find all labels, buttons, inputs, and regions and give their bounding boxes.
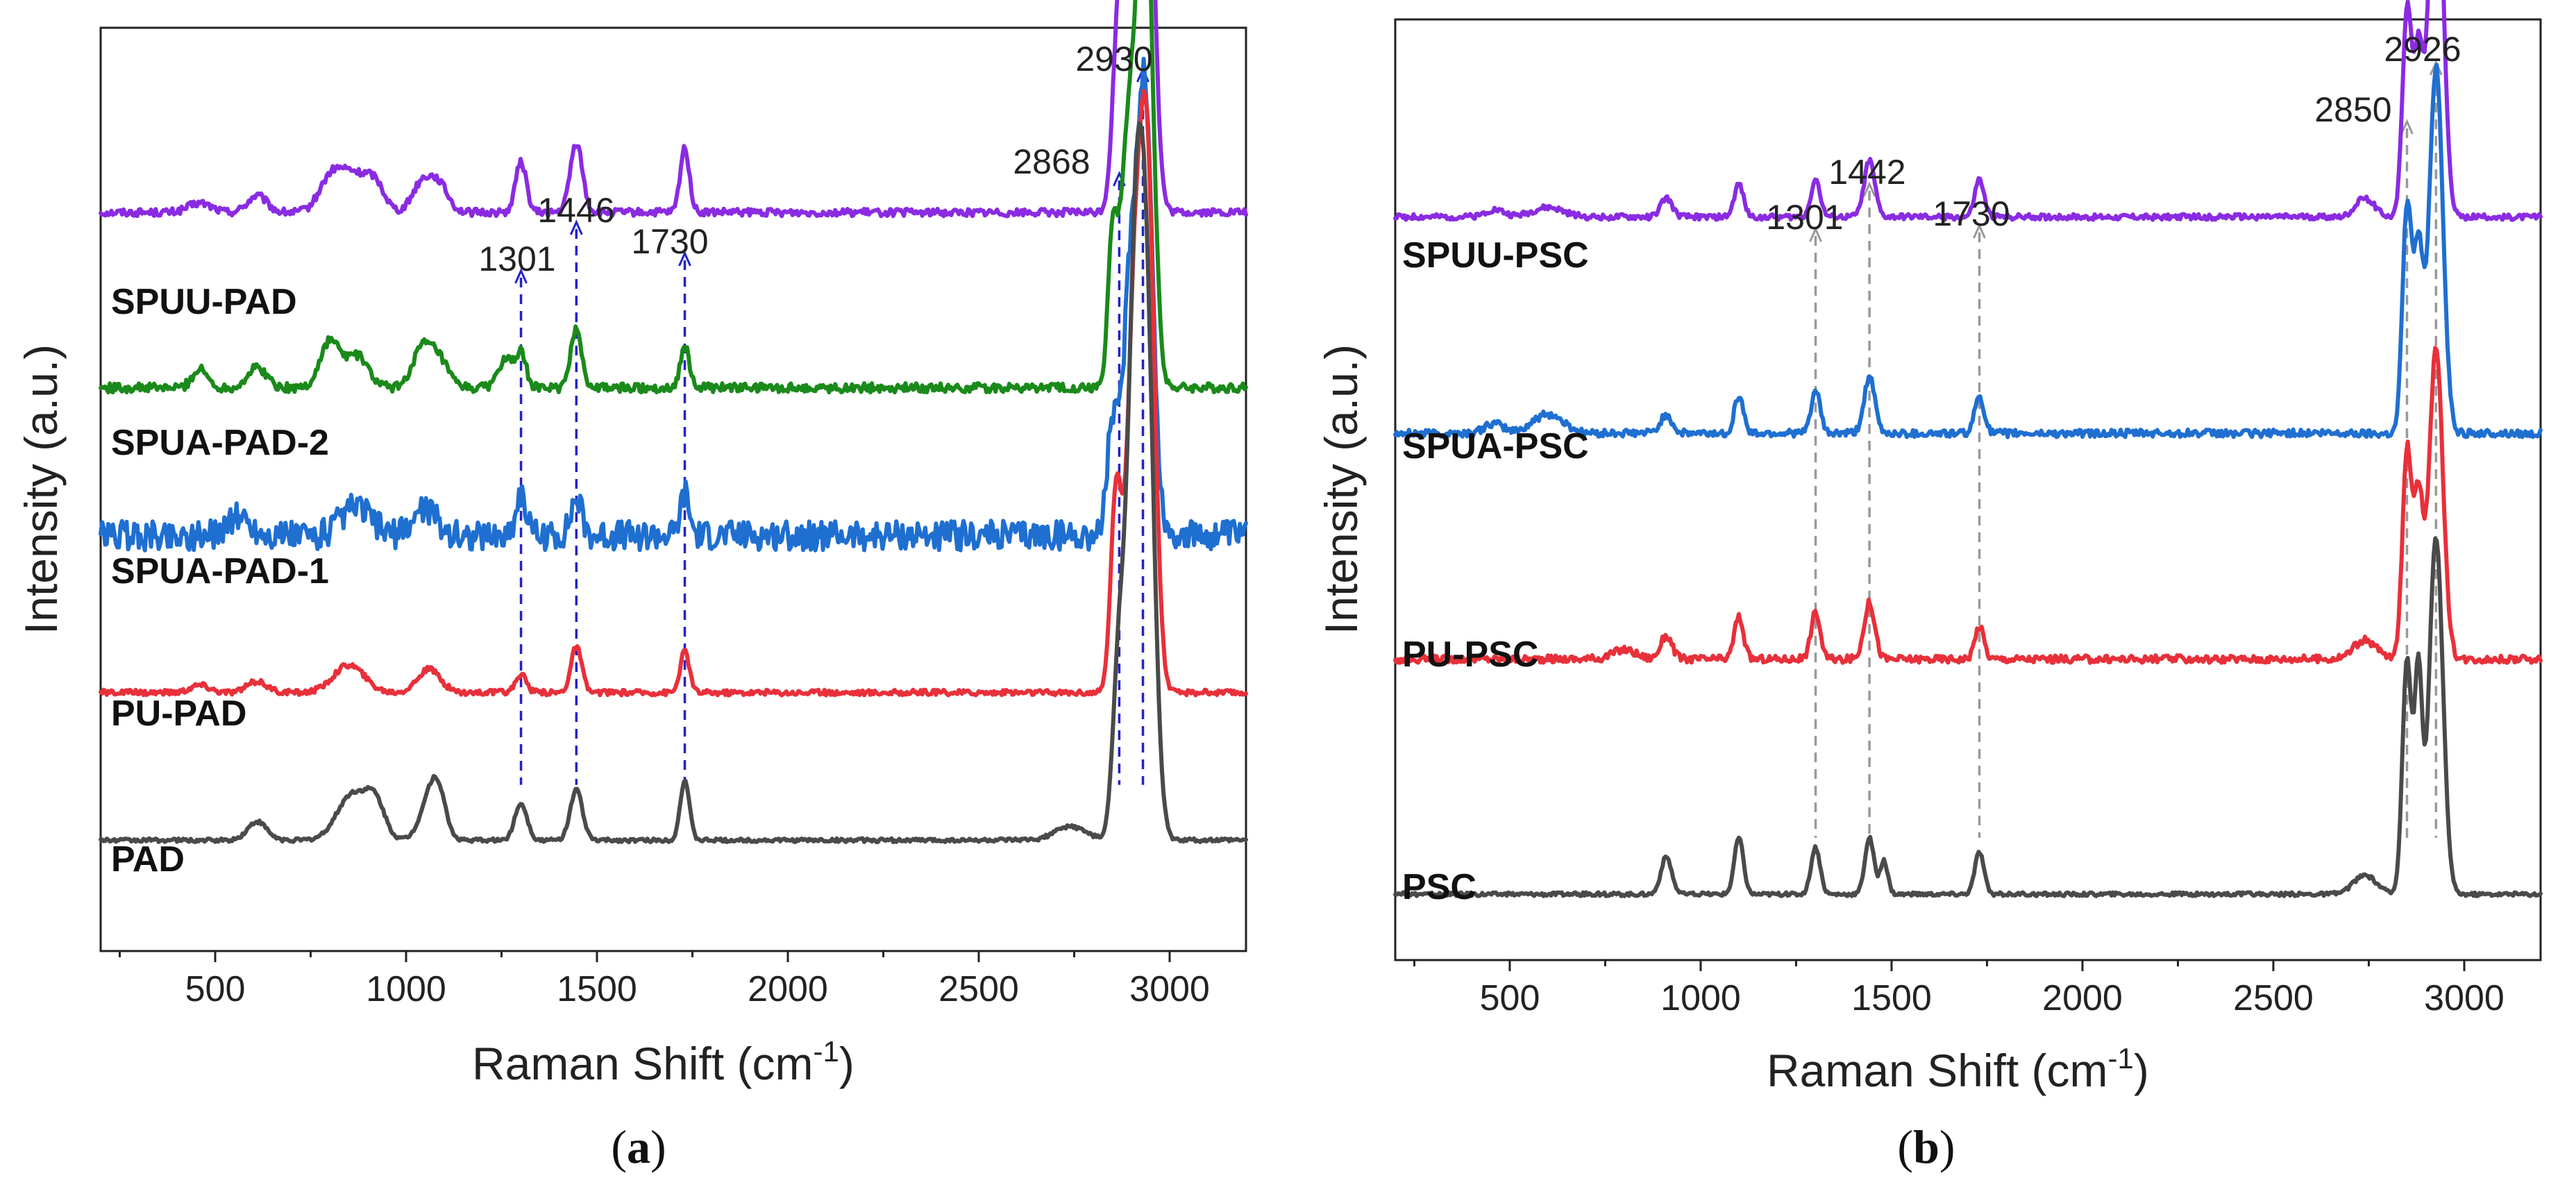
traces-b (1393, 0, 2543, 898)
peak-caret-1730-b (1973, 223, 1986, 239)
x-axis-label-a-main: Raman Shift (cm (472, 1038, 813, 1089)
series-label-spua-pad-2: SPUA-PAD-2 (111, 423, 329, 463)
panel-b: 500 1000 1500 2000 2500 3000 SPUU-PSC SPUA-PS… (1315, 0, 2543, 1173)
series-trace-spuu-psc (1393, 0, 2543, 222)
series-trace-pu-psc (1393, 346, 2543, 665)
peak-label-2930-a: 2930 (1075, 40, 1152, 78)
x-tick-label-500-a: 500 (185, 969, 246, 1009)
series-trace-spua-pad-1 (99, 56, 1248, 553)
series-trace-pad (99, 121, 1248, 845)
series-label-psc: PSC (1402, 867, 1476, 907)
x-axis-label-b-main: Raman Shift (cm (1767, 1045, 2107, 1096)
x-axis-label-a-sup: -1 (813, 1035, 839, 1068)
peak-label-2850-b: 2850 (2314, 90, 2391, 129)
x-tick-label-500-b: 500 (1480, 978, 1540, 1018)
x-ticks-b: 500 1000 1500 2000 2500 3000 (1413, 960, 2505, 1018)
x-tick-label-1000-b: 1000 (1660, 978, 1741, 1018)
series-trace-spua-pad-2 (99, 0, 1248, 395)
peak-label-1442-b: 1442 (1828, 153, 1905, 192)
peak-caret-1301-b (1809, 226, 1822, 242)
x-tick-label-3000-b: 3000 (2424, 978, 2505, 1018)
series-label-pu-psc: PU-PSC (1402, 634, 1538, 675)
x-tick-label-1000-a: 1000 (366, 969, 446, 1009)
x-axis-label-a: Raman Shift (cm-1) (472, 1035, 855, 1089)
x-tick-label-3000-a: 3000 (1129, 969, 1210, 1009)
panel-label-a: (a) (611, 1120, 666, 1173)
peak-label-1730-a: 1730 (631, 222, 708, 261)
traces-a (99, 0, 1248, 845)
panel-letter-a: a (627, 1120, 650, 1173)
x-ticks-a: 500 1000 1500 2000 2500 3000 (119, 951, 1210, 1009)
peak-caret-2850-b (2400, 119, 2414, 135)
x-axis-label-a-close: ) (839, 1038, 855, 1089)
series-labels-b: SPUU-PSC SPUA-PSC PU-PSC PSC (1402, 235, 1589, 907)
x-tick-label-2000-a: 2000 (748, 969, 828, 1009)
x-axis-label-b-sup: -1 (2107, 1042, 2133, 1075)
x-axis-label-b: Raman Shift (cm-1) (1767, 1042, 2149, 1096)
x-axis-label-b-close: ) (2134, 1045, 2149, 1096)
series-trace-psc (1393, 536, 2543, 898)
panel-label-b: (b) (1897, 1120, 1955, 1173)
peak-label-1446-a: 1446 (537, 191, 614, 230)
series-label-spuu-pad: SPUU-PAD (111, 282, 297, 322)
series-label-spua-psc: SPUA-PSC (1402, 426, 1589, 466)
x-tick-label-2500-b: 2500 (2233, 978, 2314, 1018)
panel-letter-b: b (1913, 1120, 1939, 1173)
series-label-spuu-psc: SPUU-PSC (1402, 235, 1589, 276)
peak-caret-2926-b (2429, 60, 2443, 76)
y-axis-label-a: Intensity (a.u.) (15, 344, 67, 634)
peak-label-1730-b: 1730 (1933, 194, 2010, 233)
series-trace-pu-pad (99, 89, 1248, 698)
x-tick-label-1500-b: 1500 (1851, 978, 1932, 1018)
series-label-pad: PAD (111, 839, 185, 880)
panel-a: 500 1000 1500 2000 2500 3000 SPUU-PAD SPUA-PA… (15, 0, 1248, 1173)
plot-frame-a (99, 26, 1247, 952)
peak-annotations-a: 1301 1446 1730 2868 2930 (478, 40, 1152, 278)
peak-annotations-b: 1301 1442 1730 2850 2926 (1766, 30, 2461, 237)
x-tick-label-2000-b: 2000 (2042, 978, 2123, 1018)
x-tick-label-2500-a: 2500 (938, 969, 1019, 1009)
peak-caret-1730-a (678, 251, 691, 267)
series-trace-spuu-pad (99, 0, 1248, 219)
peak-caret-1442-b (1862, 181, 1876, 197)
series-label-spua-pad-1: SPUA-PAD-1 (111, 551, 329, 591)
peak-label-1301-a: 1301 (478, 239, 555, 278)
series-trace-spua-psc (1393, 62, 2543, 439)
y-axis-label-b: Intensity (a.u.) (1315, 344, 1367, 634)
peak-caret-1301-a (514, 268, 528, 284)
peak-label-2926-b: 2926 (2384, 30, 2461, 69)
x-tick-label-1500-a: 1500 (557, 969, 637, 1009)
series-label-pu-pad: PU-PAD (111, 693, 246, 734)
peak-lines-b (1809, 60, 2443, 838)
peak-label-1301-b: 1301 (1766, 198, 1843, 237)
series-labels-a: SPUU-PAD SPUA-PAD-2 SPUA-PAD-1 PU-PAD PA… (111, 282, 329, 880)
peak-caret-1446-a (569, 219, 583, 235)
peak-label-2868-a: 2868 (1013, 142, 1090, 181)
plot-frame-b (1394, 18, 2542, 961)
